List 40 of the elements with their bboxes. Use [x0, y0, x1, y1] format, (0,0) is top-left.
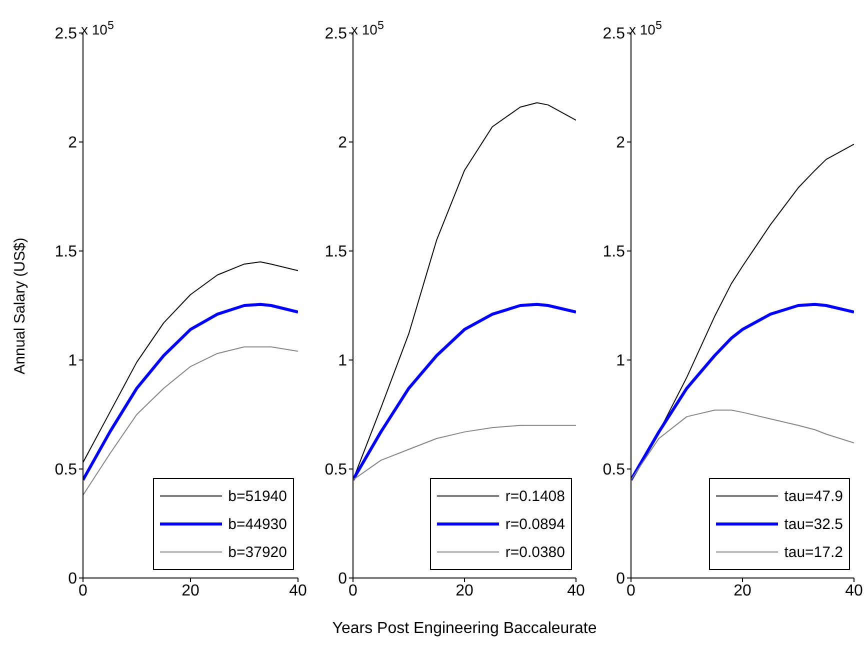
y-tick-label: 2.5 — [602, 26, 626, 43]
legend-label: b=44930 — [228, 516, 287, 532]
legend-label: b=51940 — [228, 488, 287, 504]
x-tick-label: 20 — [456, 582, 474, 600]
legend-label: tau=32.5 — [784, 516, 843, 532]
legend-label: tau=47.9 — [784, 488, 843, 504]
legend-label: r=0.0894 — [505, 516, 565, 532]
y-tick-label: 1.5 — [324, 244, 348, 261]
y-tick-label: 2 — [616, 134, 626, 152]
y-axis-title: Annual Salary (US$) — [12, 237, 28, 374]
y-tick-label: 0.5 — [324, 462, 348, 479]
x-tick-label: 20 — [734, 582, 752, 600]
x-tick-label: 40 — [845, 582, 863, 600]
y-tick-label: 1 — [68, 352, 78, 370]
legend-label: b=37920 — [228, 544, 287, 560]
y-tick-label: 1.5 — [602, 244, 626, 261]
line-series — [83, 302, 298, 482]
y-tick-label: 0 — [338, 570, 348, 588]
legend-label: tau=17.2 — [784, 544, 843, 560]
y-tick-label: 2 — [338, 134, 348, 152]
line-series — [631, 302, 854, 482]
x-axis-title: Years Post Engineering Baccaleurate — [331, 620, 598, 638]
y-tick-label: 1.5 — [54, 244, 78, 261]
y-tick-label: 2.5 — [54, 26, 78, 43]
y-tick-label: 0.5 — [602, 462, 626, 479]
line-series — [353, 424, 576, 480]
x-tick-label: 40 — [567, 582, 585, 600]
x-tick-label: 20 — [182, 582, 200, 600]
line-series — [353, 302, 576, 482]
y-tick-label: 2 — [68, 134, 78, 152]
y-tick-label: 1 — [616, 352, 626, 370]
x-tick-label: 40 — [289, 582, 307, 600]
legend-label: r=0.1408 — [505, 488, 565, 504]
y-tick-label: 0 — [616, 570, 626, 588]
legend-label: r=0.0380 — [505, 544, 565, 560]
y-tick-label: 0 — [68, 570, 78, 588]
y-tick-label: 1 — [338, 352, 348, 370]
y-tick-label: 0.5 — [54, 462, 78, 479]
line-series — [631, 410, 854, 480]
y-tick-label: 2.5 — [324, 26, 348, 43]
